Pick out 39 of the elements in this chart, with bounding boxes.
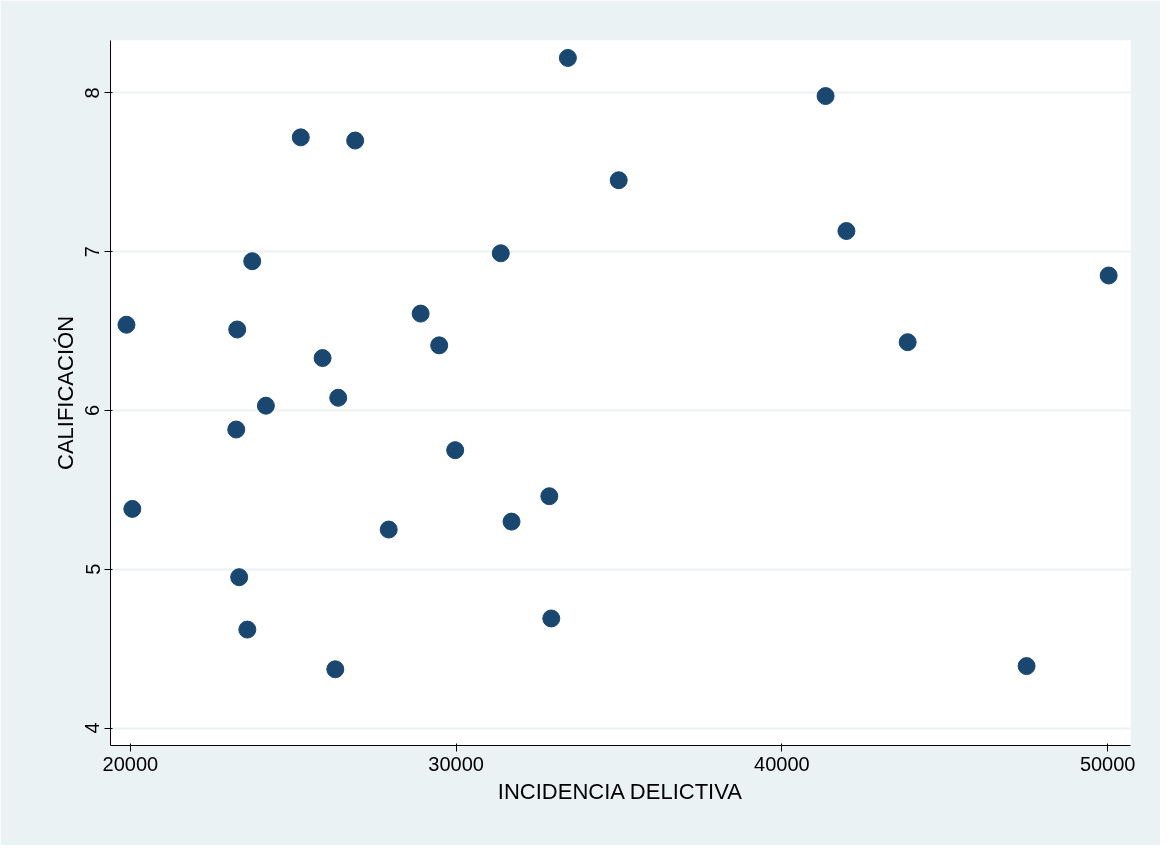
x-axis-title: INCIDENCIA DELICTIVA [497,778,743,804]
x-tick-label: 30000 [428,752,484,775]
point [227,420,246,439]
point [243,252,262,271]
point [346,131,365,150]
point [228,320,247,339]
point [117,315,136,334]
y-tick-label: 4 [81,722,104,734]
point [540,487,559,506]
point [230,568,249,587]
point [291,128,310,147]
y-tick-label: 5 [81,563,104,575]
y-tick-label: 8 [81,87,104,99]
point [430,336,449,355]
point [313,349,332,368]
y-tick-label: 7 [81,246,104,258]
y-tick-label: 6 [81,404,104,417]
point [446,441,465,460]
point [1099,266,1118,285]
point [491,244,510,263]
point [379,520,398,539]
x-tick-label: 20000 [102,752,159,775]
point [256,396,275,415]
x-tick-label: 40000 [754,752,810,775]
y-axis-title: CALIFICACIÓN [52,315,78,471]
point [411,304,430,323]
point [123,499,142,518]
point [816,87,835,106]
point [329,388,348,407]
point [558,48,577,67]
point [238,620,257,639]
point [837,222,856,241]
point [542,609,561,628]
point [502,512,521,531]
point [326,660,345,679]
point [898,333,917,352]
x-tick-label: 50000 [1079,752,1136,775]
point [609,171,628,190]
point [1017,657,1036,676]
